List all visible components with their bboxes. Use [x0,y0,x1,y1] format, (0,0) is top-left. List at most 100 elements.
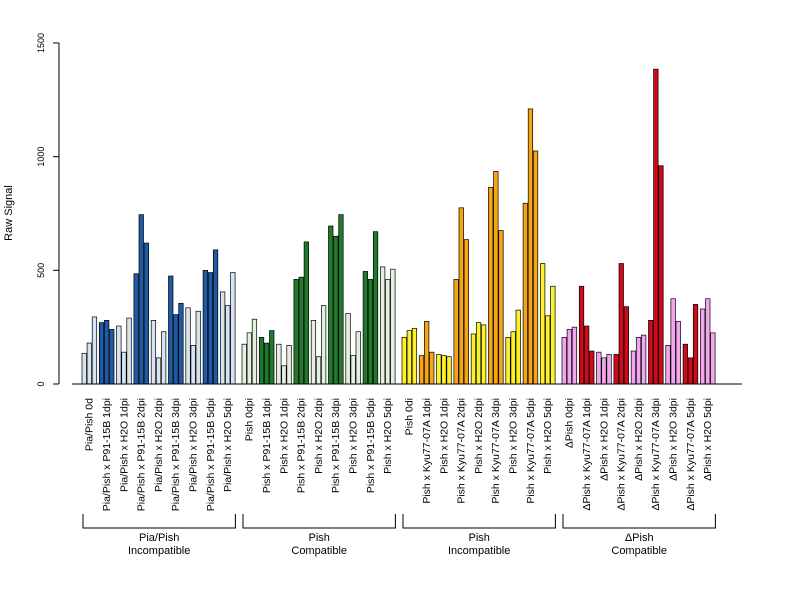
bar [143,242,149,385]
group-label-line1: ΔPish [625,532,654,544]
bar [687,357,694,385]
x-tick-label: Pish x H2O 2dpi [473,398,485,474]
bar [601,357,607,385]
bar [362,271,368,385]
x-tick-label: Pish x P91-15B 5dpi [365,398,377,493]
group-bracket [402,514,556,529]
bar [281,365,287,385]
bar [173,314,179,385]
bar [411,327,418,385]
bar [126,317,132,385]
x-tick-label: ΔPish x Kyu77-07A 2dpi [616,398,628,511]
bar [596,351,602,385]
bar [692,304,699,385]
bar [230,272,236,385]
group-label-line2: Compatible [291,545,347,557]
bar [86,342,92,385]
bar [584,325,590,385]
bar [390,268,396,385]
x-tick-label: Pia/Pish x H2O 3dpi [187,398,199,492]
x-tick-label: ΔPish x Kyu77-07A 5dpi [685,398,697,511]
x-tick-label: Pia/Pish x P91-15B 5dpi [205,398,217,511]
bar [116,325,122,385]
bar-series [81,68,716,385]
x-tick-label: ΔPish x H2O 5dpi [702,398,714,481]
x-tick-label: Pish x H2O 5dpi [542,398,554,474]
x-tick-label: Pish 0di [404,398,416,435]
bar [220,291,226,385]
bar [470,333,477,385]
bar [505,337,511,385]
bar [91,316,98,385]
bar [527,108,534,385]
bar [545,315,551,385]
y-tick-label: 1500 [36,33,46,53]
bar [258,337,265,385]
y-tick-label: 1000 [36,147,46,167]
bar [658,165,664,385]
bar [269,330,275,385]
x-tick-label: Pish x P91-15B 2dpi [296,398,308,493]
bar [185,307,191,385]
bar [618,263,624,385]
bar [104,319,110,385]
bar [286,345,292,385]
x-tick-label: ΔPish x H2O 3dpi [667,398,679,481]
x-tick-label: ΔPish 0dpi [564,398,576,448]
bar [578,285,585,385]
bar [606,354,612,385]
bar [675,321,681,385]
bar [424,321,430,385]
group-label-line2: Incompatible [448,545,510,557]
bar [700,308,706,385]
group-bracket [82,514,236,529]
bar [355,331,361,385]
bar [385,279,391,385]
x-tick-label: Pia/Pish x P91-15B 2dpi [136,398,148,511]
bar [178,302,184,385]
bar [133,273,139,385]
bar [515,309,521,385]
bar [532,150,539,385]
x-tick-labels: Pia/Pish 0d Pia/Pish x P91-15B 1dpi Pia/Pi… [84,398,714,511]
bar [195,310,201,385]
group-label-line2: Compatible [611,545,667,557]
bar [561,337,567,385]
bar [566,329,572,385]
x-tick-label: Pia/Pish x P91-15B 1dpi [101,398,113,511]
group-label-line1: Pish [468,532,489,544]
bar [121,351,127,385]
bar [540,263,546,385]
bar [293,279,299,385]
bar [264,342,270,385]
bar [510,331,516,385]
group-bracket [242,514,396,529]
bar [705,298,711,385]
bar [458,207,464,385]
bar [710,332,716,385]
x-tick-label: ΔPish x Kyu77-07A 3dpi [650,398,662,511]
x-tick-label: Pish x H2O 1dpi [438,398,450,474]
bar [276,343,282,385]
bar [380,266,386,385]
bar [109,329,115,385]
bar [168,275,174,385]
x-tick-label: ΔPish x H2O 2dpi [633,398,645,481]
y-axis-label: Raw Signal [3,185,15,241]
bar [345,313,351,385]
bar [303,241,309,385]
y-axis: 0 500 1000 1500 [36,33,60,387]
bar [310,319,317,385]
bar [315,356,322,385]
x-tick-label: Pish x Kyu77-07A 1dpi [421,398,433,504]
bar [488,187,494,385]
bar [665,345,671,385]
bar [522,202,528,385]
x-tick-label: Pish x H2O 2dpi [313,398,325,474]
x-tick-label: Pish x Kyu77-07A 3dpi [490,398,502,504]
bar [251,318,258,385]
x-tick-label: Pish x H2O 3dpi [347,398,359,474]
bar [190,345,196,385]
bar [436,354,442,385]
